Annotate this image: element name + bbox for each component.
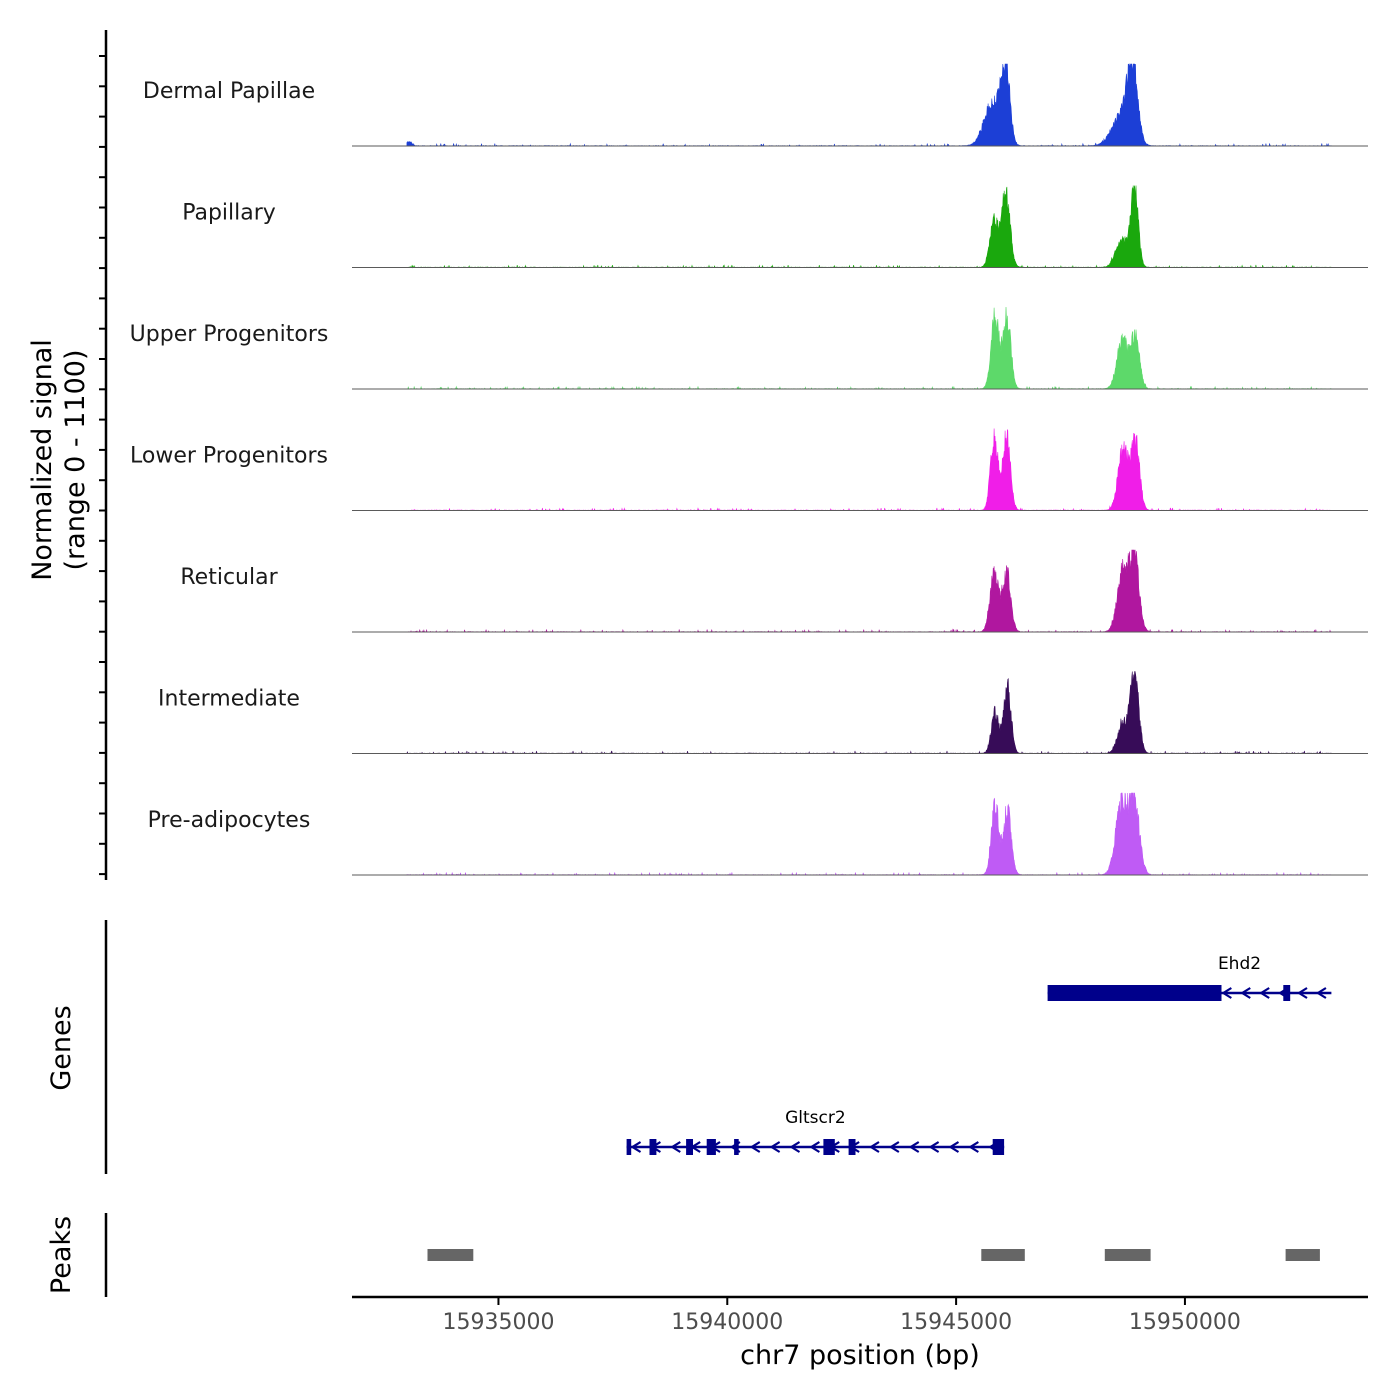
strand-arrow-icon: [1051, 987, 1062, 999]
strand-arrow-icon: [1315, 987, 1327, 999]
strand-arrow-icon: [1202, 987, 1214, 999]
genes-panel: Ehd2 Gltscr2: [104, 920, 1332, 1174]
genes-panel-title: Genes: [46, 1005, 77, 1090]
strand-arrow-icon: [650, 1141, 661, 1153]
strand-arrow-icon: [908, 1141, 920, 1153]
peak-region: [1285, 1249, 1320, 1261]
y-axis-title-line1: Normalized signal: [27, 339, 58, 581]
strand-arrow-icon: [829, 1141, 840, 1153]
track-label: Upper Progenitors: [130, 322, 329, 347]
peaks-panel: 15935000 15940000 15945000 15950000: [104, 1213, 1368, 1335]
gene-exon: [734, 1139, 739, 1155]
peaks-panel-title: Peaks: [46, 1216, 77, 1294]
track-label: Pre-adipocytes: [148, 808, 311, 833]
strand-arrow-icon: [948, 1141, 960, 1153]
signal-area: [406, 63, 1332, 147]
signal-area: [406, 306, 1332, 390]
strand-arrow-icon: [988, 1141, 999, 1153]
strand-arrow-icon: [968, 1141, 979, 1153]
signal-area: [406, 185, 1332, 269]
x-tick-label: 15940000: [671, 1310, 783, 1335]
strand-arrow-icon: [1296, 987, 1308, 999]
strand-arrow-icon: [1126, 987, 1138, 999]
gene-exon: [1047, 985, 1222, 1001]
track-label: Dermal Papillae: [143, 79, 315, 104]
track-label: Papillary: [182, 201, 276, 226]
strand-arrow-icon: [809, 1141, 820, 1153]
track-label: Lower Progenitors: [130, 444, 328, 469]
strand-arrow-icon: [1069, 987, 1081, 999]
gene-label: Gltscr2: [785, 1108, 846, 1128]
signal-area: [406, 549, 1332, 633]
peak-region: [981, 1249, 1025, 1261]
y-axis-title-line2: (range 0 - 1100): [60, 350, 91, 571]
strand-arrow-icon: [690, 1141, 701, 1153]
strand-arrow-icon: [888, 1141, 900, 1153]
strand-arrow-icon: [670, 1141, 681, 1153]
strand-arrow-icon: [729, 1141, 741, 1153]
gene-exon: [1283, 985, 1291, 1001]
strand-arrow-icon: [709, 1141, 721, 1153]
strand-arrow-icon: [1240, 987, 1251, 999]
strand-arrow-icon: [1183, 987, 1195, 999]
strand-arrow-icon: [630, 1141, 642, 1153]
strand-arrow-icon: [868, 1141, 880, 1153]
strand-arrow-icon: [1107, 987, 1119, 999]
signal-area: [406, 428, 1333, 512]
strand-arrow-icon: [789, 1141, 801, 1153]
gene-exon: [992, 1139, 1005, 1155]
gene-exon: [823, 1139, 835, 1155]
strand-arrow-icon: [769, 1141, 781, 1153]
peak-region: [1104, 1249, 1151, 1261]
track-label: Intermediate: [158, 687, 300, 712]
strand-arrow-icon: [1278, 987, 1289, 999]
x-axis-title: chr7 position (bp): [740, 1340, 980, 1371]
strand-arrow-icon: [928, 1141, 940, 1153]
signal-area: [406, 792, 1333, 876]
strand-arrow-icon: [1088, 987, 1100, 999]
x-tick-label: 15950000: [1129, 1310, 1241, 1335]
signal-tracks-panel: Dermal Papillae Papillary Upper Progenitor…: [99, 30, 1368, 880]
gene-exon: [626, 1139, 632, 1155]
strand-arrow-icon: [1164, 987, 1176, 999]
peak-region: [427, 1249, 474, 1261]
strand-arrow-icon: [749, 1141, 761, 1153]
strand-arrow-icon: [1221, 987, 1232, 999]
gene-exon: [686, 1139, 693, 1155]
track-label: Reticular: [180, 565, 278, 590]
strand-arrow-icon: [1145, 987, 1157, 999]
gene-label: Ehd2: [1218, 954, 1261, 974]
x-tick-label: 15945000: [900, 1310, 1012, 1335]
x-tick-label: 15935000: [443, 1310, 555, 1335]
strand-arrow-icon: [1259, 987, 1270, 999]
signal-area: [406, 671, 1332, 755]
strand-arrow-icon: [849, 1141, 860, 1153]
